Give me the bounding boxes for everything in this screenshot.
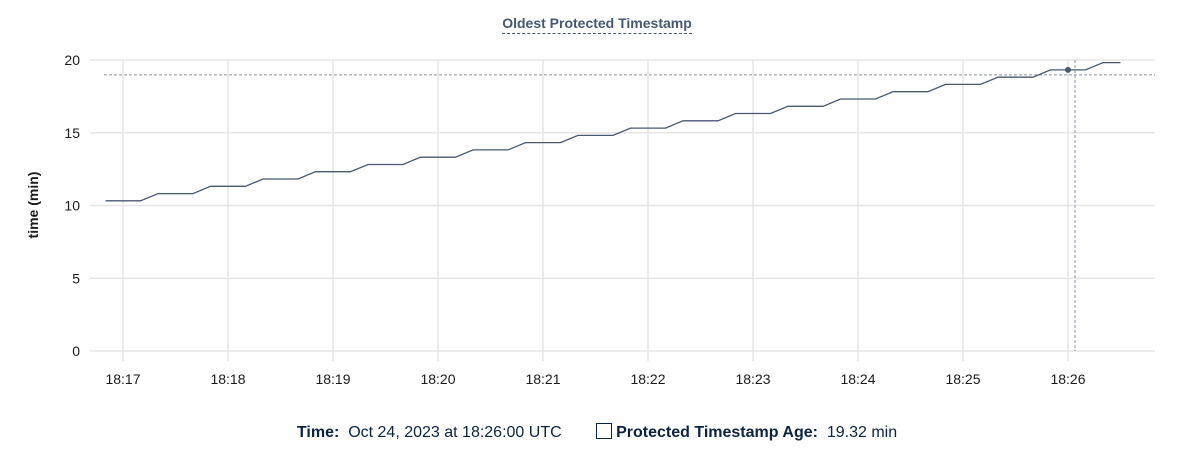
- x-tick-label: 18:22: [630, 371, 665, 387]
- series-line: [105, 61, 1121, 202]
- y-tick-label: 15: [64, 125, 80, 141]
- y-tick-label: 10: [64, 198, 80, 214]
- y-axis-label: time (min): [25, 172, 41, 239]
- legend-time-label: Time:: [296, 424, 340, 441]
- y-tick-label: 20: [64, 52, 80, 68]
- x-tick-label: 18:17: [105, 371, 140, 387]
- chart-title[interactable]: Oldest Protected Timestamp: [0, 15, 1194, 34]
- x-tick-label: 18:20: [420, 371, 455, 387]
- x-tick-label: 18:24: [840, 371, 875, 387]
- data-point: [1065, 66, 1071, 73]
- series-checkbox[interactable]: [596, 423, 613, 439]
- chart-title-text[interactable]: Oldest Protected Timestamp: [502, 15, 692, 34]
- x-tick-label: 18:26: [1050, 371, 1085, 387]
- y-tick-label: 5: [72, 270, 80, 286]
- legend-series-value: 19.32 min: [826, 424, 898, 441]
- legend-series-label: Protected Timestamp Age:: [616, 424, 818, 441]
- x-tick-label: 18:21: [525, 371, 560, 387]
- x-tick-label: 18:19: [315, 371, 350, 387]
- x-tick-label: 18:23: [735, 371, 770, 387]
- legend-time-value: Oct 24, 2023 at 18:26:00 UTC: [348, 424, 562, 441]
- legend: Time: Oct 24, 2023 at 18:26:00 UTC Prote…: [0, 423, 1194, 442]
- x-tick-label: 18:25: [945, 371, 980, 387]
- x-tick-label: 18:18: [210, 371, 245, 387]
- y-tick-label: 0: [72, 343, 80, 359]
